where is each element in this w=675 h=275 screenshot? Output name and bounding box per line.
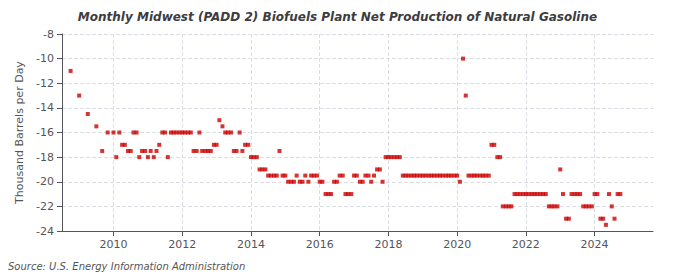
svg-text:Monthly Midwest (PADD 2) Biofu: Monthly Midwest (PADD 2) Biofuels Plant …: [78, 10, 597, 24]
svg-text:2016: 2016: [306, 238, 334, 251]
svg-text:Thousand Barrels per Day: Thousand Barrels per Day: [13, 61, 26, 205]
svg-text:-12: -12: [36, 77, 54, 90]
svg-text:-8: -8: [43, 28, 54, 41]
svg-text:2014: 2014: [237, 238, 265, 251]
svg-text:2012: 2012: [168, 238, 196, 251]
svg-text:-14: -14: [36, 101, 54, 114]
svg-text:2022: 2022: [512, 238, 540, 251]
svg-text:-10: -10: [36, 52, 54, 65]
svg-text:Source: U.S. Energy Informatio: Source: U.S. Energy Information Administ…: [8, 261, 245, 272]
svg-text:-18: -18: [36, 151, 54, 164]
svg-text:2020: 2020: [443, 238, 471, 251]
svg-text:2024: 2024: [581, 238, 609, 251]
svg-text:2010: 2010: [100, 238, 128, 251]
svg-text:-16: -16: [36, 126, 54, 139]
svg-text:-20: -20: [36, 175, 54, 188]
svg-text:-22: -22: [36, 200, 54, 213]
svg-text:2018: 2018: [374, 238, 402, 251]
svg-text:-24: -24: [36, 225, 54, 238]
